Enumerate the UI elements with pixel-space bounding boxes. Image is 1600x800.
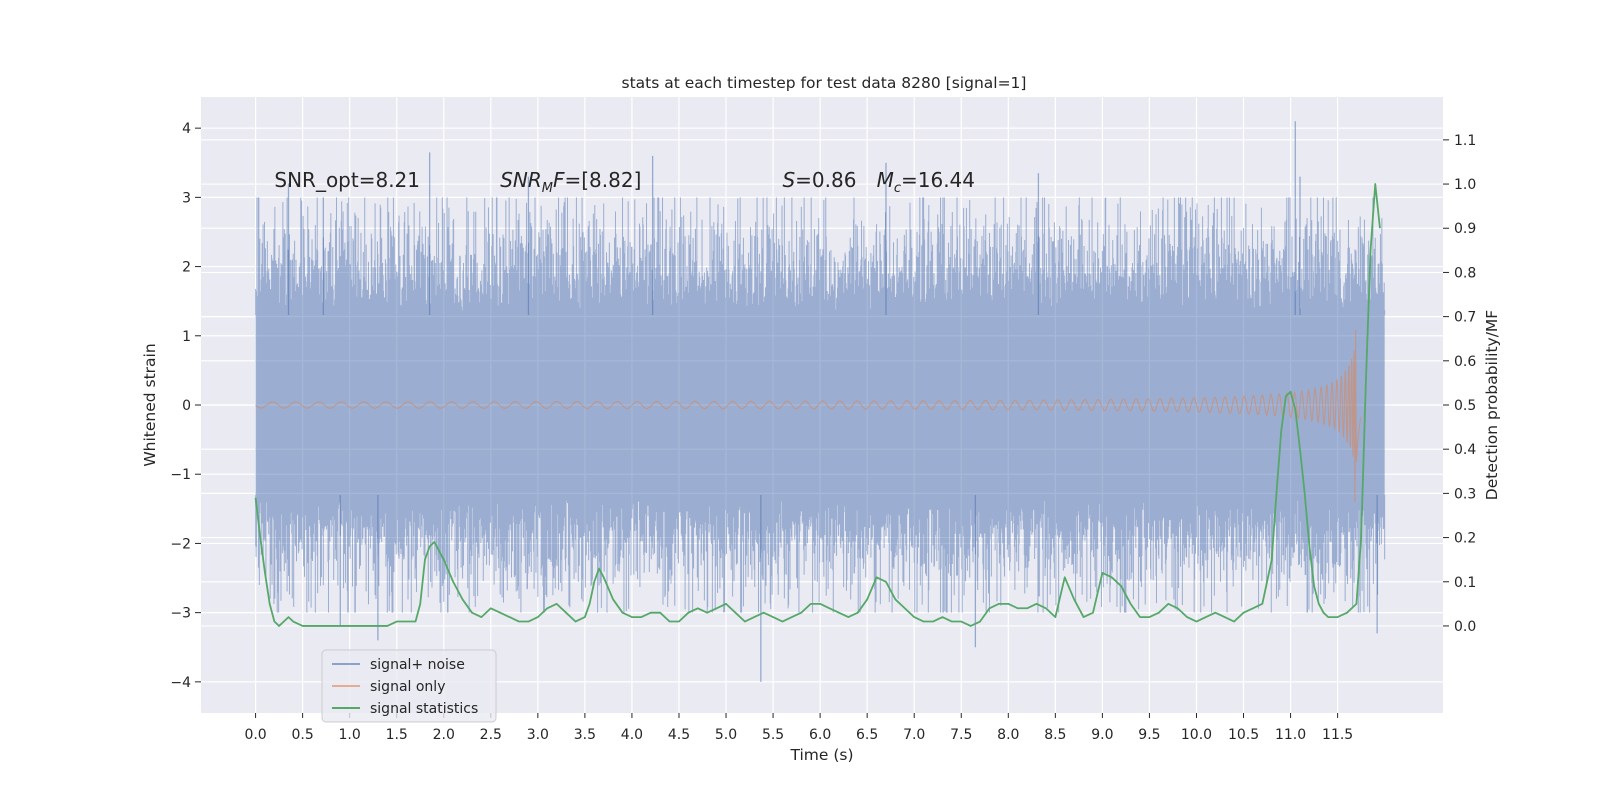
x-tick-label-0: 0.0	[244, 727, 266, 743]
y-tick-label-1: −3	[170, 606, 191, 622]
yr-tick-label-3: 0.3	[1454, 486, 1476, 502]
x-tick-label-20: 10.0	[1181, 727, 1212, 743]
yr-tick-label-11: 1.1	[1454, 133, 1476, 149]
x-tick-label-13: 6.5	[856, 727, 878, 743]
annotation-2: S=0.86	[782, 168, 856, 192]
y-tick-label-8: 4	[182, 121, 191, 137]
yr-tick-label-7: 0.7	[1454, 310, 1476, 326]
x-tick-label-23: 11.5	[1322, 727, 1353, 743]
y-tick-label-2: −2	[170, 536, 191, 552]
noise-lower-excursions	[255, 494, 1386, 613]
signal-statistics-series	[254, 183, 1381, 627]
annotation-1: SNRMF=[8.82]	[500, 168, 641, 196]
yr-tick-label-4: 0.4	[1454, 442, 1476, 458]
yr-tick-label-2: 0.2	[1454, 531, 1476, 547]
yr-tick-label-6: 0.6	[1454, 354, 1476, 370]
x-tick-label-16: 8.0	[997, 727, 1019, 743]
x-axis: 0.0 0.5 1.0 1.5 2.0 2.5 3.0 3.5 4.0 4.5 5.0 5.5 6.0 6…	[244, 713, 1353, 743]
legend-label-1: signal only	[370, 679, 445, 695]
x-tick-label-11: 5.5	[762, 727, 784, 743]
chart-title: stats at each timestep for test data 828…	[622, 74, 1027, 92]
x-tick-label-3: 1.5	[386, 727, 408, 743]
yr-tick-label-9: 0.9	[1454, 221, 1476, 237]
x-tick-label-19: 9.5	[1138, 727, 1160, 743]
signal-statistics-line	[254, 183, 1381, 627]
signal-only-series	[255, 329, 1362, 503]
x-tick-label-1: 0.5	[291, 727, 313, 743]
annotation-0: SNR_opt=8.21	[274, 168, 420, 192]
legend-label-0: signal+ noise	[370, 657, 465, 673]
x-tick-label-2: 1.0	[339, 727, 361, 743]
x-axis-label: Time (s)	[789, 746, 853, 764]
x-tick-label-4: 2.0	[433, 727, 455, 743]
y-tick-label-0: −4	[170, 675, 191, 691]
y-tick-label-6: 2	[182, 260, 191, 276]
y-axis-right-label: Detection probability/MF	[1483, 310, 1501, 501]
y-tick-label-5: 1	[182, 329, 191, 345]
x-tick-label-6: 3.0	[527, 727, 549, 743]
x-tick-label-10: 5.0	[715, 727, 737, 743]
x-tick-label-22: 11.0	[1275, 727, 1306, 743]
yr-tick-label-1: 0.1	[1454, 575, 1476, 591]
yr-tick-label-8: 0.8	[1454, 265, 1476, 281]
y-tick-label-7: 3	[182, 190, 191, 206]
x-tick-label-15: 7.5	[950, 727, 972, 743]
yr-tick-label-10: 1.0	[1454, 177, 1476, 193]
x-tick-label-14: 7.0	[903, 727, 925, 743]
annotations: SNR_opt=8.21 SNRMF=[8.82] S=0.86 Mc=16.44	[274, 168, 975, 196]
legend-label-2: signal statistics	[370, 701, 478, 717]
y-tick-label-4: 0	[182, 398, 191, 414]
legend: signal+ noise signal only signal statistic…	[321, 649, 497, 723]
x-tick-label-9: 4.5	[668, 727, 690, 743]
x-tick-label-21: 10.5	[1228, 727, 1259, 743]
x-tick-label-12: 6.0	[809, 727, 831, 743]
annotation-3: Mc=16.44	[877, 168, 975, 196]
x-tick-label-7: 3.5	[574, 727, 596, 743]
signal-only-line	[255, 329, 1362, 503]
yr-tick-label-5: 0.5	[1454, 398, 1476, 414]
y-axis-right: 0.0 0.1 0.2 0.3 0.4 0.5 0.6 0.7 0.8 0.9 1.0 1.1	[1443, 133, 1476, 635]
x-tick-label-8: 4.0	[621, 727, 643, 743]
x-tick-label-18: 9.0	[1091, 727, 1113, 743]
x-tick-label-5: 2.5	[480, 727, 502, 743]
legend-box	[321, 649, 497, 723]
y-tick-label-3: −1	[170, 467, 191, 483]
x-tick-label-17: 8.5	[1044, 727, 1066, 743]
y-axis-label: Whitened strain	[141, 343, 159, 466]
yr-tick-label-0: 0.0	[1454, 619, 1476, 635]
noise-upper-excursions	[255, 197, 1386, 316]
y-axis-left: −4 −3 −2 −1 0 1 2 3 4	[170, 121, 201, 691]
